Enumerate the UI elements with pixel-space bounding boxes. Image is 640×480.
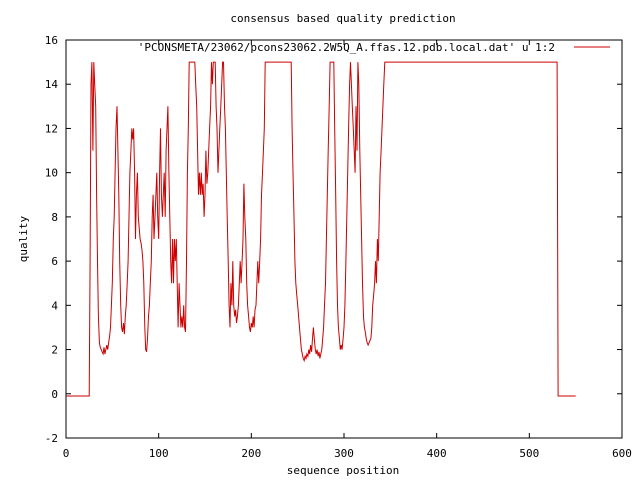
series-layer [66, 61, 576, 397]
y-tick-label: 10 [45, 167, 58, 180]
y-tick-label: 4 [51, 299, 58, 312]
x-tick-label: 100 [149, 447, 169, 460]
quality-series-line [66, 61, 576, 397]
y-tick-label: 14 [45, 78, 59, 91]
y-tick-label: 16 [45, 34, 58, 47]
x-tick-label: 0 [63, 447, 70, 460]
y-axis-label: quality [17, 215, 30, 262]
y-tick-label: 6 [51, 255, 58, 268]
x-axis: 0 100 200 300 400 500 600 [63, 40, 632, 460]
x-tick-label: 400 [427, 447, 447, 460]
legend-label: 'PCONSMETA/23062/pcons23062.2W5Q_A.ffas.… [138, 41, 555, 54]
y-tick-label: 12 [45, 122, 58, 135]
y-axis: -2 0 2 4 6 8 10 12 14 16 [45, 34, 622, 445]
legend: 'PCONSMETA/23062/pcons23062.2W5Q_A.ffas.… [138, 41, 610, 54]
y-tick-label: -2 [45, 432, 58, 445]
chart-title: consensus based quality prediction [230, 12, 455, 25]
y-tick-label: 0 [51, 388, 58, 401]
x-axis-label: sequence position [287, 464, 400, 477]
plot-frame [65, 39, 623, 439]
y-tick-label: 2 [51, 344, 58, 357]
x-tick-label: 600 [612, 447, 632, 460]
x-tick-label: 300 [334, 447, 354, 460]
y-tick-label: 8 [51, 211, 58, 224]
x-tick-label: 500 [519, 447, 539, 460]
x-tick-label: 200 [241, 447, 261, 460]
